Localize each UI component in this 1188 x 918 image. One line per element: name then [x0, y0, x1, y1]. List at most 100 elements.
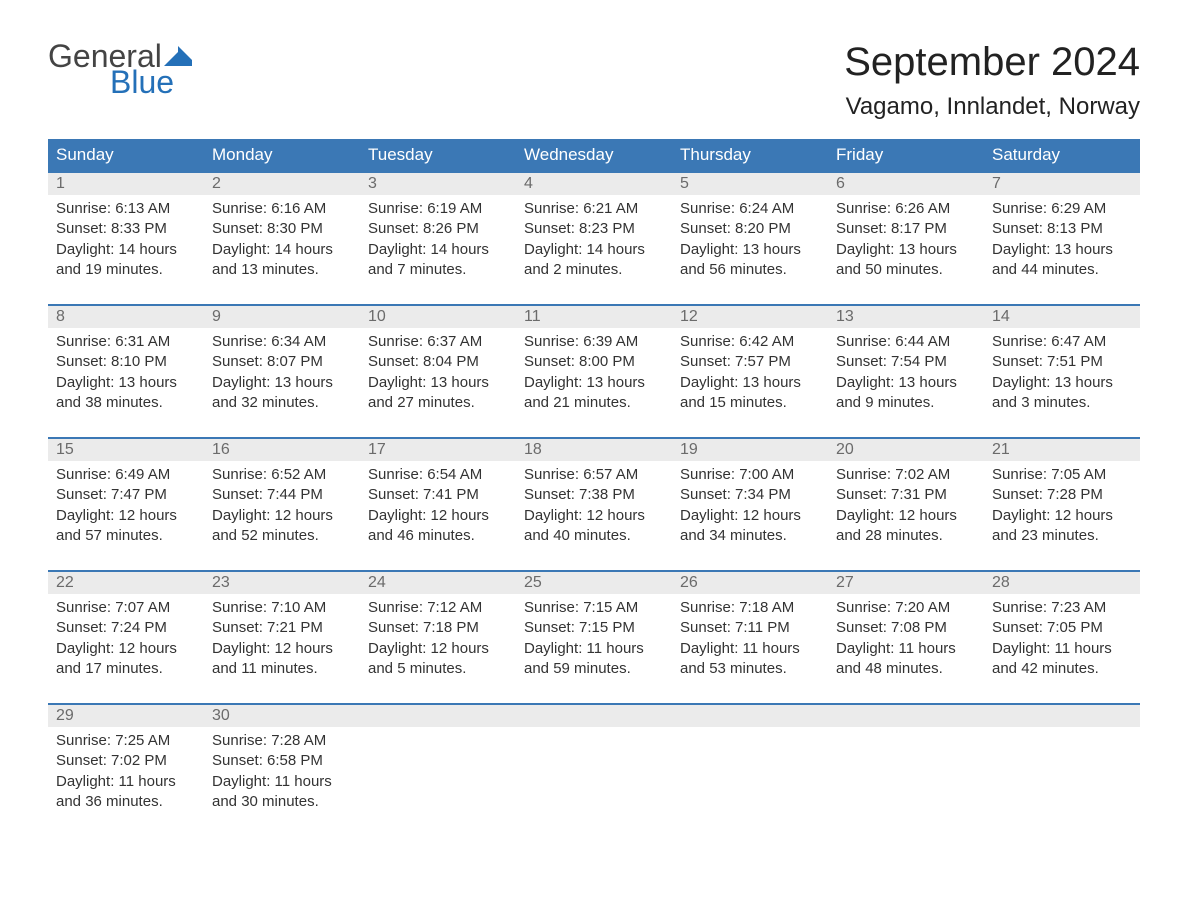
logo-flag-icon	[164, 46, 192, 66]
day-cell: Sunrise: 6:26 AMSunset: 8:17 PMDaylight:…	[828, 195, 984, 290]
day-sunrise: Sunrise: 6:57 AM	[524, 465, 664, 485]
day-cell: Sunrise: 6:44 AMSunset: 7:54 PMDaylight:…	[828, 328, 984, 423]
day-number: 10	[360, 306, 516, 328]
day-d2: and 15 minutes.	[680, 393, 820, 413]
day-number	[828, 705, 984, 727]
day-d2: and 30 minutes.	[212, 792, 352, 812]
day-d2: and 27 minutes.	[368, 393, 508, 413]
page-title: September 2024	[844, 40, 1140, 85]
day-sunrise: Sunrise: 6:19 AM	[368, 199, 508, 219]
day-body-row: Sunrise: 7:25 AMSunset: 7:02 PMDaylight:…	[48, 727, 1140, 822]
day-number: 30	[204, 705, 360, 727]
day-d1: Daylight: 12 hours	[836, 506, 976, 526]
logo-text-blue: Blue	[48, 66, 192, 98]
day-sunrise: Sunrise: 6:29 AM	[992, 199, 1132, 219]
day-d2: and 3 minutes.	[992, 393, 1132, 413]
day-d1: Daylight: 14 hours	[524, 240, 664, 260]
day-sunset: Sunset: 7:08 PM	[836, 618, 976, 638]
day-cell: Sunrise: 6:16 AMSunset: 8:30 PMDaylight:…	[204, 195, 360, 290]
day-d2: and 32 minutes.	[212, 393, 352, 413]
day-sunrise: Sunrise: 6:21 AM	[524, 199, 664, 219]
day-sunset: Sunset: 7:31 PM	[836, 485, 976, 505]
day-number: 12	[672, 306, 828, 328]
day-d2: and 57 minutes.	[56, 526, 196, 546]
day-d2: and 48 minutes.	[836, 659, 976, 679]
day-number: 23	[204, 572, 360, 594]
day-number: 20	[828, 439, 984, 461]
weekday-cell: Thursday	[672, 139, 828, 171]
day-d2: and 19 minutes.	[56, 260, 196, 280]
day-d1: Daylight: 12 hours	[212, 639, 352, 659]
day-sunrise: Sunrise: 6:24 AM	[680, 199, 820, 219]
title-block: September 2024 Vagamo, Innlandet, Norway	[844, 40, 1140, 121]
day-d2: and 44 minutes.	[992, 260, 1132, 280]
day-number: 29	[48, 705, 204, 727]
day-sunset: Sunset: 6:58 PM	[212, 751, 352, 771]
day-d2: and 40 minutes.	[524, 526, 664, 546]
day-sunrise: Sunrise: 6:44 AM	[836, 332, 976, 352]
day-sunrise: Sunrise: 6:26 AM	[836, 199, 976, 219]
day-cell: Sunrise: 6:42 AMSunset: 7:57 PMDaylight:…	[672, 328, 828, 423]
day-sunset: Sunset: 7:28 PM	[992, 485, 1132, 505]
day-d1: Daylight: 14 hours	[56, 240, 196, 260]
day-d1: Daylight: 13 hours	[680, 373, 820, 393]
day-cell: Sunrise: 6:54 AMSunset: 7:41 PMDaylight:…	[360, 461, 516, 556]
day-sunrise: Sunrise: 6:31 AM	[56, 332, 196, 352]
day-d1: Daylight: 11 hours	[56, 772, 196, 792]
day-sunset: Sunset: 8:23 PM	[524, 219, 664, 239]
day-number	[984, 705, 1140, 727]
day-d1: Daylight: 13 hours	[56, 373, 196, 393]
day-cell: Sunrise: 6:24 AMSunset: 8:20 PMDaylight:…	[672, 195, 828, 290]
day-cell: Sunrise: 6:39 AMSunset: 8:00 PMDaylight:…	[516, 328, 672, 423]
day-number: 28	[984, 572, 1140, 594]
day-cell: Sunrise: 6:37 AMSunset: 8:04 PMDaylight:…	[360, 328, 516, 423]
day-d2: and 36 minutes.	[56, 792, 196, 812]
day-number: 16	[204, 439, 360, 461]
day-d2: and 9 minutes.	[836, 393, 976, 413]
day-sunrise: Sunrise: 7:15 AM	[524, 598, 664, 618]
day-header-row: 2930	[48, 703, 1140, 727]
day-d2: and 17 minutes.	[56, 659, 196, 679]
day-cell: Sunrise: 7:05 AMSunset: 7:28 PMDaylight:…	[984, 461, 1140, 556]
week-block: 2930Sunrise: 7:25 AMSunset: 7:02 PMDayli…	[48, 703, 1140, 822]
day-d2: and 34 minutes.	[680, 526, 820, 546]
day-sunrise: Sunrise: 7:18 AM	[680, 598, 820, 618]
day-cell: Sunrise: 6:57 AMSunset: 7:38 PMDaylight:…	[516, 461, 672, 556]
day-sunset: Sunset: 7:38 PM	[524, 485, 664, 505]
day-d2: and 59 minutes.	[524, 659, 664, 679]
day-cell: Sunrise: 7:02 AMSunset: 7:31 PMDaylight:…	[828, 461, 984, 556]
day-body-row: Sunrise: 6:31 AMSunset: 8:10 PMDaylight:…	[48, 328, 1140, 423]
day-d1: Daylight: 13 hours	[992, 240, 1132, 260]
day-number: 8	[48, 306, 204, 328]
day-d2: and 28 minutes.	[836, 526, 976, 546]
day-cell: Sunrise: 7:18 AMSunset: 7:11 PMDaylight:…	[672, 594, 828, 689]
day-d2: and 53 minutes.	[680, 659, 820, 679]
weeks-container: 1234567Sunrise: 6:13 AMSunset: 8:33 PMDa…	[48, 171, 1140, 822]
weekday-header-row: SundayMondayTuesdayWednesdayThursdayFrid…	[48, 139, 1140, 171]
day-cell: Sunrise: 6:19 AMSunset: 8:26 PMDaylight:…	[360, 195, 516, 290]
day-cell: Sunrise: 7:10 AMSunset: 7:21 PMDaylight:…	[204, 594, 360, 689]
logo: General Blue	[48, 40, 192, 98]
day-d1: Daylight: 12 hours	[680, 506, 820, 526]
day-body-row: Sunrise: 6:13 AMSunset: 8:33 PMDaylight:…	[48, 195, 1140, 290]
day-number: 9	[204, 306, 360, 328]
day-d1: Daylight: 13 hours	[680, 240, 820, 260]
weekday-cell: Wednesday	[516, 139, 672, 171]
day-number: 15	[48, 439, 204, 461]
day-d1: Daylight: 13 hours	[992, 373, 1132, 393]
day-sunset: Sunset: 7:47 PM	[56, 485, 196, 505]
day-d1: Daylight: 13 hours	[524, 373, 664, 393]
day-sunset: Sunset: 7:05 PM	[992, 618, 1132, 638]
day-cell: Sunrise: 6:13 AMSunset: 8:33 PMDaylight:…	[48, 195, 204, 290]
day-number: 14	[984, 306, 1140, 328]
day-sunset: Sunset: 8:07 PM	[212, 352, 352, 372]
week-block: 22232425262728Sunrise: 7:07 AMSunset: 7:…	[48, 570, 1140, 689]
day-sunset: Sunset: 7:02 PM	[56, 751, 196, 771]
day-number: 22	[48, 572, 204, 594]
day-sunrise: Sunrise: 7:02 AM	[836, 465, 976, 485]
day-number: 1	[48, 173, 204, 195]
day-number: 24	[360, 572, 516, 594]
day-sunset: Sunset: 7:34 PM	[680, 485, 820, 505]
day-sunrise: Sunrise: 7:20 AM	[836, 598, 976, 618]
day-sunrise: Sunrise: 7:05 AM	[992, 465, 1132, 485]
